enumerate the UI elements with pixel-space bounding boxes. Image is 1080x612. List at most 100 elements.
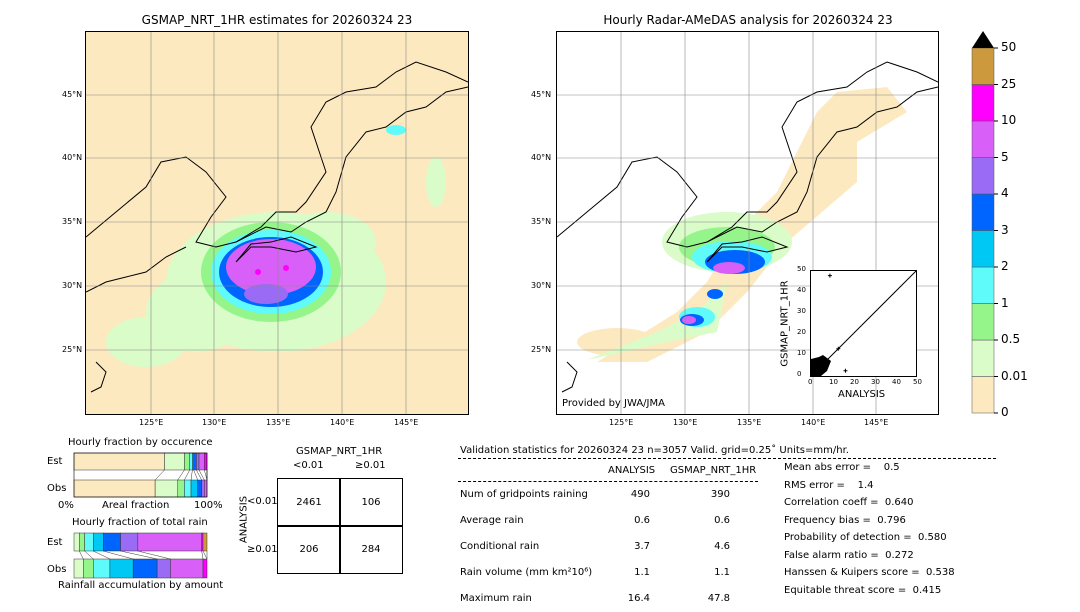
score-item: Correlation coeff = 0.640 — [784, 497, 914, 508]
lon-label: 140°E — [330, 418, 355, 427]
score-item: Probability of detection = 0.580 — [784, 532, 947, 543]
connector-line — [198, 469, 205, 481]
fraction-segment — [73, 452, 165, 471]
fraction-segment — [202, 558, 208, 579]
left-map-gridlines — [86, 32, 468, 414]
contingency-row: ≥0.01 — [247, 544, 278, 555]
credit-text: Provided by JWA/JMA — [562, 398, 665, 409]
fraction-segment — [156, 558, 171, 579]
fraction-segment — [201, 532, 204, 552]
fraction-segment — [184, 479, 192, 498]
one-to-one-line — [811, 271, 916, 376]
lon-label: 145°E — [394, 418, 419, 427]
scatter-ytick: 30 — [797, 307, 806, 315]
fraction-segment — [73, 558, 84, 579]
connector-line — [196, 469, 202, 481]
fraction-segment — [196, 452, 200, 471]
stats-row-label: Num of gridpoints raining — [460, 489, 588, 500]
lat-label: 25°N — [531, 345, 552, 354]
fraction-segment — [193, 452, 197, 471]
occurrence-frame — [73, 452, 208, 498]
colorbar-segment — [971, 120, 995, 158]
stats-analysis-value: 490 — [630, 489, 650, 500]
fraction-segment — [204, 452, 208, 471]
stats-row-label: Maximum rain — [460, 593, 532, 604]
fraction-segment — [198, 452, 205, 471]
fraction-segment — [73, 532, 80, 552]
colorbar-segment — [971, 230, 995, 268]
score-item: Frequency bias = 0.796 — [784, 514, 906, 526]
fraction-segment — [132, 558, 158, 579]
fraction-segment — [197, 479, 202, 498]
lon-label: 125°E — [139, 418, 164, 427]
contingency-cell: 106 — [339, 478, 403, 527]
fraction-segment — [109, 558, 134, 579]
colorbar-label: 2 — [1001, 259, 1009, 273]
colorbar-label: 50 — [1001, 40, 1017, 54]
connector-line — [154, 469, 165, 481]
lat-label: 40°N — [531, 153, 552, 162]
contingency-cell: 284 — [339, 525, 403, 574]
lon-label: 145°E — [864, 418, 889, 427]
lat-label: 30°N — [62, 281, 83, 290]
colorbar-label: 10 — [1001, 113, 1017, 127]
colorbar-label: 3 — [1001, 222, 1009, 237]
connector-line — [120, 550, 158, 560]
lat-label: 35°N — [62, 217, 83, 226]
fraction-segment — [79, 532, 85, 552]
colorbar-segment — [971, 193, 995, 231]
fraction-segment — [202, 532, 208, 552]
row-label-obs: Obs — [47, 564, 67, 575]
fraction-segment — [204, 479, 208, 498]
stats-header: Validation statistics for 20260324 23 n=… — [460, 445, 849, 456]
stats-analysis-value: 1.1 — [634, 567, 650, 578]
fraction-segment — [73, 479, 156, 498]
contingency-col: <0.01 — [293, 460, 324, 471]
total-rain-title: Hourly fraction of total rain — [72, 517, 208, 528]
divider — [458, 458, 996, 459]
stats-analysis-value: 3.7 — [634, 541, 650, 552]
colorbar-label: 1 — [1001, 295, 1009, 310]
stats-analysis-value: 16.4 — [627, 593, 650, 604]
scatter-ytick: 0 — [797, 370, 802, 378]
fraction-segment — [83, 558, 94, 579]
lon-label: 140°E — [801, 418, 826, 427]
scatter-xtick: 20 — [850, 378, 859, 386]
fraction-segment — [84, 532, 94, 552]
contingency-row: <0.01 — [247, 496, 278, 507]
scatter-point — [836, 346, 841, 351]
lon-label: 135°E — [266, 418, 291, 427]
scatter-point — [827, 273, 832, 278]
contingency-title: GSMAP_NRT_1HR — [296, 446, 383, 457]
colorbar-segment — [971, 303, 995, 341]
fraction-segment — [170, 558, 204, 579]
fraction-segment — [184, 452, 190, 471]
lat-label: 35°N — [531, 217, 552, 226]
connector-line — [193, 469, 198, 481]
left-map — [85, 31, 469, 415]
connector-line — [177, 469, 185, 481]
left-map-rain — [106, 125, 446, 367]
connector-line — [184, 469, 190, 481]
score-item: Equitable threat score = 0.415 — [784, 584, 942, 596]
score-item: RMS error = 1.4 — [784, 479, 874, 491]
scatter-marks — [811, 271, 916, 376]
stats-gsmap-value: 1.1 — [714, 567, 730, 578]
lat-label: 30°N — [531, 281, 552, 290]
lon-label: 130°E — [673, 418, 698, 427]
lat-label: 45°N — [62, 90, 83, 99]
colorbar-segment — [971, 47, 995, 85]
scatter-ytick: 10 — [797, 349, 806, 357]
stats-analysis-value: 0.6 — [634, 515, 650, 526]
scatter-xtick: 30 — [871, 378, 880, 386]
lat-label: 25°N — [62, 345, 83, 354]
colorbar-extend-arrow — [972, 31, 994, 48]
connector-line — [93, 550, 111, 560]
left-map-title: GSMAP_NRT_1HR estimates for 20260324 23 — [141, 13, 413, 27]
colorbar-segment — [971, 376, 995, 414]
axis-right-label: 100% — [194, 500, 223, 511]
scatter-xtick: 0 — [808, 378, 813, 386]
scatter-xlabel: ANALYSIS — [838, 389, 886, 400]
scatter-ytick: 20 — [797, 328, 806, 336]
lon-label: 135°E — [737, 418, 762, 427]
